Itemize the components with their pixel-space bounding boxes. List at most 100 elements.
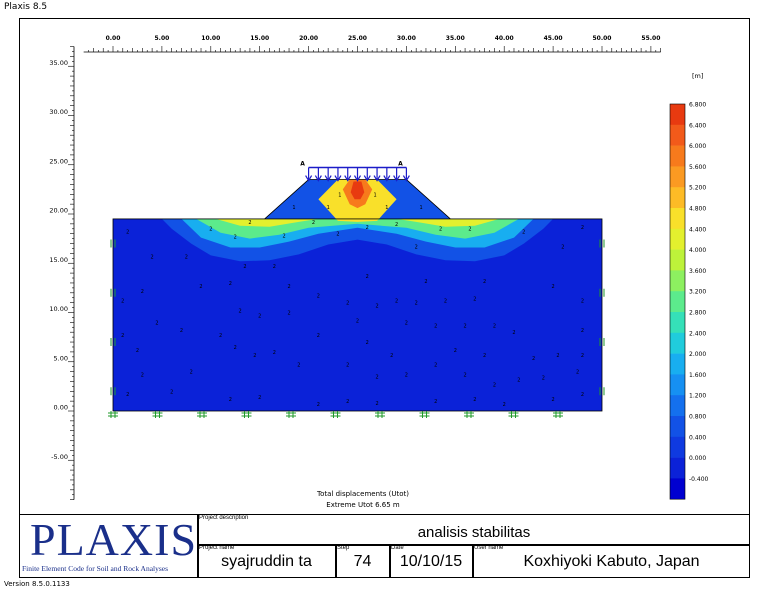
point-label: 1 bbox=[338, 192, 341, 198]
point-label: 2 bbox=[155, 320, 158, 326]
point-label: 2 bbox=[493, 382, 496, 388]
point-label: 2 bbox=[126, 230, 129, 236]
point-label: 1 bbox=[385, 205, 388, 211]
colorbar-cell bbox=[670, 374, 685, 396]
colorbar-tick-label: 6.800 bbox=[689, 102, 706, 109]
load-arrow-head bbox=[344, 175, 352, 182]
y-tick-label: 10.00 bbox=[49, 305, 68, 313]
x-tick-label: 30.00 bbox=[397, 35, 416, 42]
point-label: 2 bbox=[483, 353, 486, 359]
colorbar-cell bbox=[670, 416, 685, 438]
plaxis-logo: PLAXIS Finite Element Code for Soil and … bbox=[20, 515, 197, 577]
colorbar-cell bbox=[670, 249, 685, 271]
colorbar-cell bbox=[670, 228, 685, 250]
point-label: 2 bbox=[522, 230, 525, 236]
point-label: 2 bbox=[395, 222, 398, 228]
soil-domain bbox=[113, 218, 602, 411]
point-label: 2 bbox=[346, 301, 349, 307]
point-label: 1 bbox=[374, 192, 377, 198]
contour-band bbox=[396, 218, 500, 227]
date-label: Date bbox=[391, 545, 404, 551]
point-label: 2 bbox=[415, 244, 418, 250]
point-label: 2 bbox=[219, 333, 222, 339]
colorbar-tick-label: 5.200 bbox=[689, 185, 706, 192]
colorbar-tick-label: 3.200 bbox=[689, 289, 706, 296]
point-label: 2 bbox=[542, 375, 545, 381]
point-label: 2 bbox=[239, 309, 242, 315]
point-label: 2 bbox=[180, 328, 183, 334]
colorbar-tick-label: 4.000 bbox=[689, 247, 706, 254]
point-label: 2 bbox=[273, 264, 276, 270]
x-tick-label: 45.00 bbox=[544, 35, 563, 42]
y-tick-label: 35.00 bbox=[49, 59, 68, 67]
x-tick-label: 25.00 bbox=[348, 35, 367, 42]
point-label: 2 bbox=[229, 397, 232, 403]
point-label: 2 bbox=[234, 345, 237, 351]
title-block-frame bbox=[19, 514, 750, 578]
load-arrow-head bbox=[305, 175, 313, 182]
point-label: 2 bbox=[517, 377, 520, 383]
load-arrow-head bbox=[353, 175, 362, 182]
point-label: 2 bbox=[581, 299, 584, 305]
contour-band bbox=[215, 218, 319, 227]
colorbar-cell bbox=[670, 395, 685, 417]
point-label: 2 bbox=[468, 227, 471, 233]
colorbar-tick-label: 5.600 bbox=[689, 164, 706, 171]
colorbar-cell bbox=[670, 166, 685, 188]
point-label: 2 bbox=[151, 254, 154, 260]
y-tick-label: 15.00 bbox=[49, 256, 68, 264]
y-tick-label: -5.00 bbox=[51, 453, 68, 461]
load-arrow-head bbox=[334, 175, 342, 182]
point-label: 2 bbox=[136, 348, 139, 354]
point-label: 2 bbox=[512, 330, 515, 336]
point-label: 2 bbox=[473, 397, 476, 403]
point-label: 1 bbox=[327, 205, 330, 211]
load-arrow-head bbox=[402, 175, 410, 182]
app-title: Plaxis 8.5 bbox=[4, 2, 48, 12]
point-label: 2 bbox=[503, 402, 506, 408]
point-label: 2 bbox=[444, 299, 447, 305]
date-cell-divider bbox=[389, 544, 391, 578]
domain-outline bbox=[112, 218, 603, 412]
point-label: 2 bbox=[190, 370, 193, 376]
point-label: 2 bbox=[375, 304, 378, 310]
x-tick-label: 50.00 bbox=[593, 35, 612, 42]
load-arrow-head bbox=[314, 175, 322, 182]
point-label: 2 bbox=[356, 318, 359, 324]
colorbar-outline bbox=[669, 103, 686, 500]
point-label: 2 bbox=[258, 313, 261, 319]
point-label: 2 bbox=[556, 353, 559, 359]
point-label: 2 bbox=[366, 225, 369, 231]
point-label: 2 bbox=[209, 227, 212, 233]
x-tick-label: 15.00 bbox=[250, 35, 269, 42]
point-label: 2 bbox=[375, 374, 378, 380]
point-label: 1 bbox=[292, 205, 295, 211]
colorbar-cell bbox=[670, 353, 685, 375]
step-value: 74 bbox=[353, 553, 372, 570]
colorbar-cell bbox=[670, 291, 685, 313]
colorbar-cell bbox=[670, 187, 685, 209]
x-tick-label: 20.00 bbox=[299, 35, 318, 42]
load-arrow-head bbox=[383, 175, 391, 182]
point-label: 2 bbox=[366, 274, 369, 280]
point-label: 2 bbox=[424, 279, 427, 285]
y-tick-label: 0.00 bbox=[54, 404, 68, 412]
point-label: 2 bbox=[366, 340, 369, 346]
x-tick-label: 5.00 bbox=[154, 35, 169, 42]
y-tick-label: 20.00 bbox=[49, 207, 68, 215]
point-label: 2 bbox=[258, 395, 261, 401]
point-label: 2 bbox=[287, 310, 290, 316]
point-label: 1 bbox=[419, 205, 422, 211]
point-label: 2 bbox=[283, 234, 286, 240]
colorbar-tick-label: 1.600 bbox=[689, 372, 706, 379]
point-label: 2 bbox=[287, 284, 290, 290]
point-label: 2 bbox=[473, 297, 476, 303]
point-label: 2 bbox=[581, 328, 584, 334]
point-label: 2 bbox=[552, 397, 555, 403]
y-tick-label: 5.00 bbox=[54, 354, 68, 362]
point-label: 2 bbox=[346, 399, 349, 405]
point-label: 2 bbox=[576, 370, 579, 376]
point-label: 2 bbox=[434, 399, 437, 405]
colorbar-cell bbox=[670, 436, 685, 458]
user-name-label: User name bbox=[474, 545, 504, 551]
